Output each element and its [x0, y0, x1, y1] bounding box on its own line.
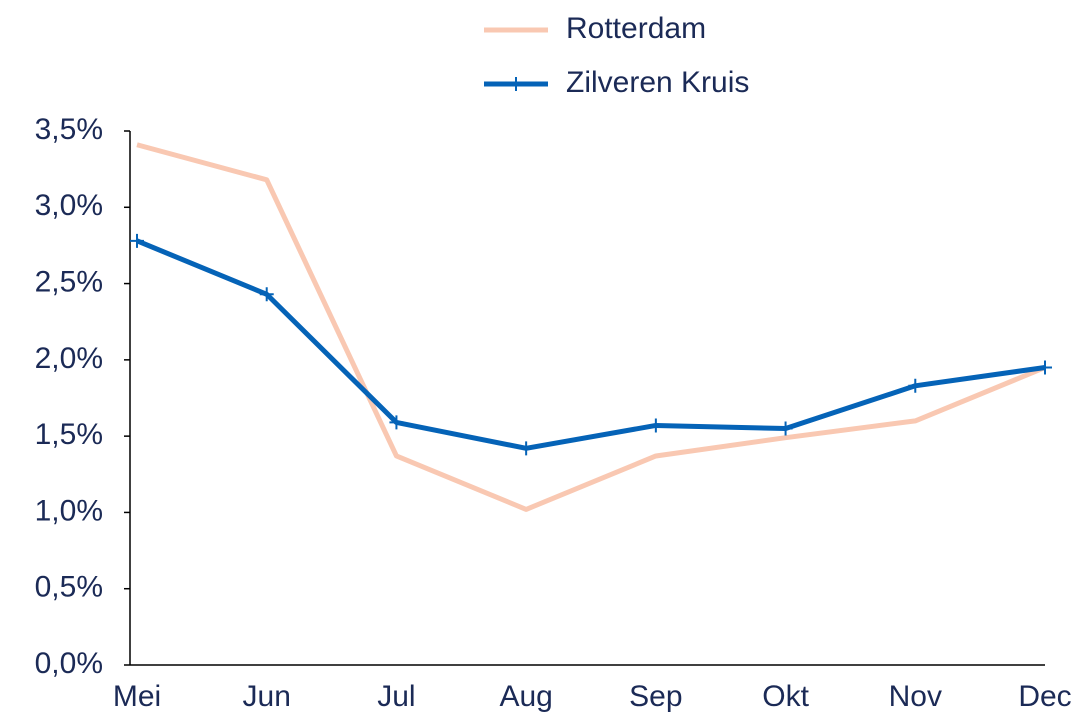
marker — [259, 287, 274, 302]
marker — [519, 441, 534, 456]
marker — [509, 77, 523, 91]
y-tick-label: 1,0% — [35, 494, 103, 527]
marker — [908, 378, 923, 393]
legend-label: Rotterdam — [566, 12, 706, 45]
x-tick-label: Mei — [113, 680, 161, 713]
x-tick-label: Jul — [377, 680, 415, 713]
y-tick-label: 2,0% — [35, 342, 103, 375]
x-tick-label: Aug — [499, 680, 552, 713]
x-tick-label: Dec — [1018, 680, 1071, 713]
y-tick-label: 1,5% — [35, 418, 103, 451]
y-tick-label: 2,5% — [35, 265, 103, 298]
marker — [389, 415, 404, 430]
y-tick-label: 3,0% — [35, 189, 103, 222]
y-tick-label: 0,5% — [35, 571, 103, 604]
x-tick-label: Nov — [889, 680, 942, 713]
marker — [648, 418, 663, 433]
series-line — [136, 142, 1046, 512]
y-tick-label: 3,5% — [35, 113, 103, 146]
x-tick-label: Sep — [629, 680, 682, 713]
x-tick-label: Jun — [243, 680, 291, 713]
x-tick-label: Okt — [762, 680, 809, 713]
series-line — [136, 238, 1046, 451]
marker — [778, 421, 793, 436]
legend-label: Zilveren Kruis — [566, 66, 749, 99]
marker — [1038, 360, 1052, 375]
marker — [130, 233, 144, 248]
y-tick-label: 0,0% — [35, 647, 103, 680]
